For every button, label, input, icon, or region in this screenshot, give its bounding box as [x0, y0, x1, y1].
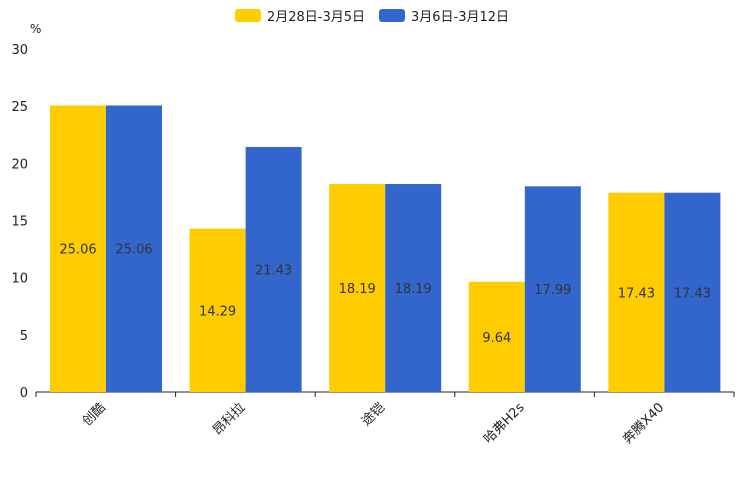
- legend-item-series-2[interactable]: 3月6日-3月12日: [379, 6, 509, 25]
- y-tick-label: 5: [20, 329, 28, 344]
- y-tick-label: 30: [11, 43, 28, 58]
- data-label: 25.06: [59, 243, 96, 258]
- bar: [385, 184, 442, 392]
- bar: [106, 105, 162, 393]
- data-label: 25.06: [115, 243, 152, 258]
- y-tick-label: 0: [20, 386, 28, 401]
- bar: [50, 105, 106, 393]
- legend-item-series-1[interactable]: 2月28日-3月5日: [234, 6, 365, 25]
- data-label: 17.99: [534, 283, 571, 298]
- bar: [245, 146, 302, 392]
- y-tick-label: 10: [11, 272, 28, 287]
- y-tick-label: 20: [11, 157, 28, 172]
- y-tick-label: 15: [11, 215, 28, 230]
- x-tick-label: 昂科拉: [210, 400, 248, 438]
- data-label: 9.64: [482, 331, 511, 346]
- legend-swatch-series-1: [234, 9, 261, 22]
- y-tick-label: 25: [11, 100, 28, 115]
- x-tick-label: 奔腾X40: [620, 400, 668, 448]
- x-tick-label: 创酷: [80, 400, 109, 429]
- data-label: 18.19: [339, 282, 376, 297]
- bar: [329, 184, 386, 392]
- data-label: 21.43: [255, 263, 292, 278]
- x-tick-label: 途铠: [358, 400, 388, 430]
- data-label: 14.29: [199, 304, 236, 319]
- data-label: 18.19: [395, 282, 432, 297]
- bar: [608, 192, 665, 392]
- legend-swatch-series-2: [379, 9, 405, 22]
- bar: [664, 192, 721, 392]
- bar: [524, 186, 581, 392]
- legend-label-series-2: 3月6日-3月12日: [411, 10, 510, 25]
- bar: [189, 228, 246, 392]
- x-tick-label: 哈弗H2s: [481, 400, 528, 447]
- y-axis-unit-label: %: [30, 22, 41, 36]
- bar: [468, 281, 525, 392]
- legend-label-series-1: 2月28日-3月5日: [266, 10, 365, 25]
- data-label: 17.43: [674, 286, 711, 301]
- legend: 2月28日-3月5日 3月6日-3月12日: [0, 6, 744, 25]
- data-label: 17.43: [618, 286, 655, 301]
